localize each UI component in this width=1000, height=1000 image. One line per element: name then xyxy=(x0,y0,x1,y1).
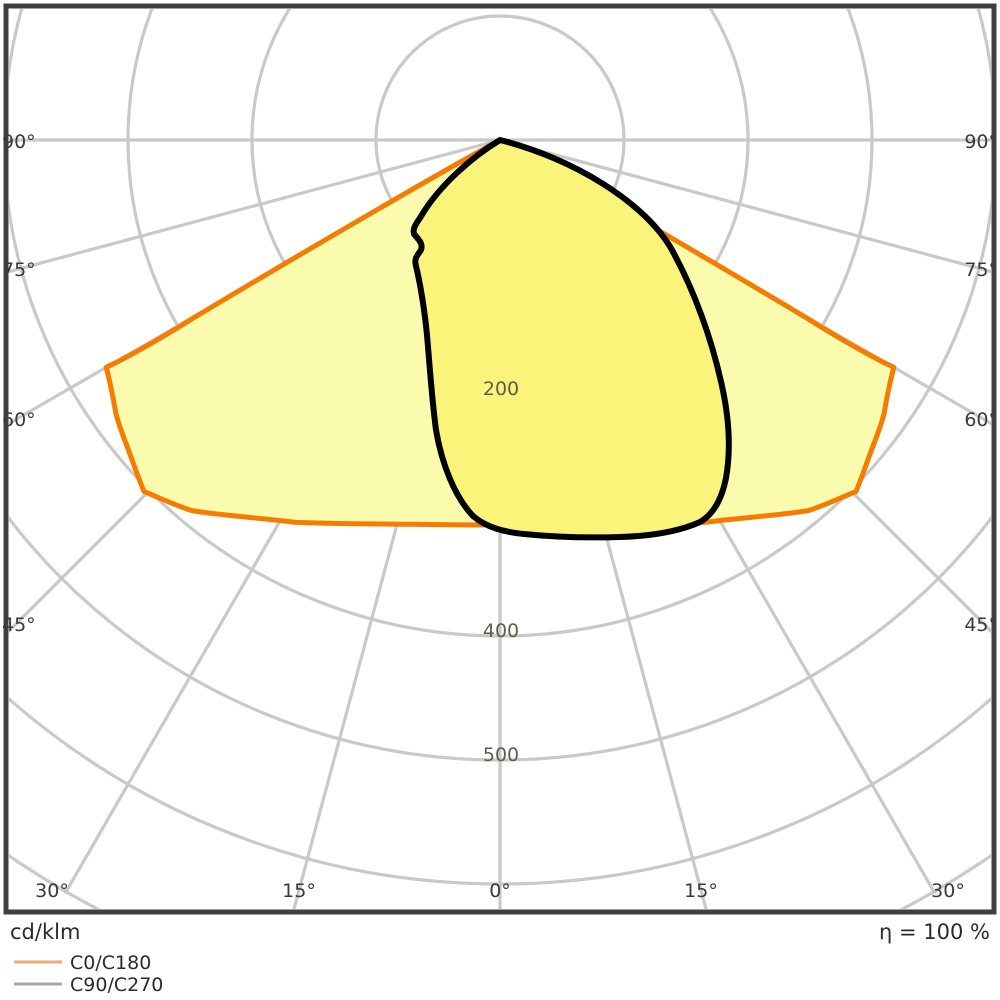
angle-label-bottom-30-right: 30° xyxy=(931,880,965,902)
angular-labels-left: 90° 75° 60° 45° xyxy=(2,131,36,636)
angle-label-bottom-15-left: 15° xyxy=(282,880,316,902)
radial-label-500: 500 xyxy=(483,744,519,766)
angle-label-right-45: 45° xyxy=(964,614,998,636)
series-c90-c270-area xyxy=(413,140,729,538)
angle-label-left-75: 75° xyxy=(2,259,36,281)
radial-label-400: 400 xyxy=(483,620,519,642)
angle-label-left-90: 90° xyxy=(2,131,36,153)
angle-label-right-60: 60° xyxy=(964,409,998,431)
angular-labels-bottom: 30° 15° 0° 15° 30° xyxy=(35,880,965,902)
angle-label-left-45: 45° xyxy=(2,614,36,636)
units-label: cd/klm xyxy=(10,920,80,944)
angle-label-bottom-0: 0° xyxy=(489,880,511,902)
angle-label-right-75: 75° xyxy=(964,259,998,281)
angular-labels-right: 90° 75° 60° 45° xyxy=(964,131,998,636)
radial-label-200: 200 xyxy=(483,378,519,400)
angle-label-right-90: 90° xyxy=(964,131,998,153)
angle-label-bottom-15-right: 15° xyxy=(684,880,718,902)
legend: C0/C180 C90/C270 xyxy=(14,952,163,996)
angle-label-left-60: 60° xyxy=(2,409,36,431)
series-c90-c270-line xyxy=(410,137,732,541)
legend-label-c90-c270: C90/C270 xyxy=(70,974,163,996)
radial-labels: 200 400 500 xyxy=(483,378,519,766)
legend-label-c0-c180: C0/C180 xyxy=(70,952,151,974)
angle-label-bottom-30-left: 30° xyxy=(35,880,69,902)
efficiency-label: η = 100 % xyxy=(879,920,990,944)
